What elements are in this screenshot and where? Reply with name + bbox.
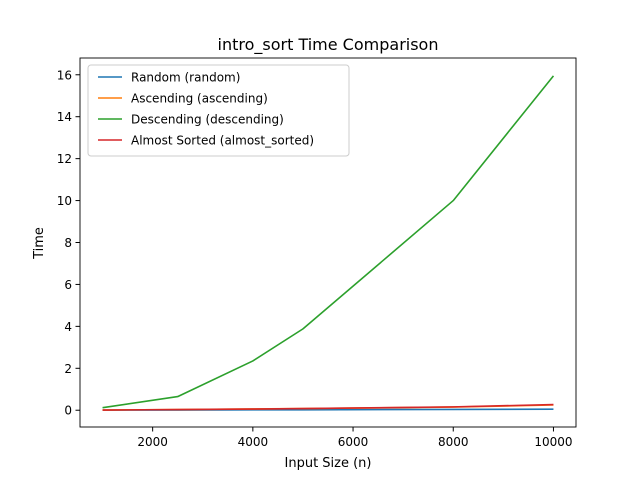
x-axis-label: Input Size (n) — [285, 456, 372, 471]
series-lines — [79, 57, 577, 428]
y-tick-label: 12 — [57, 152, 72, 166]
legend-box — [87, 64, 350, 157]
plot-frame — [79, 57, 577, 428]
legend-label-3: Almost Sorted (almost_sorted) — [131, 134, 314, 148]
series-line-3 — [102, 403, 554, 411]
y-tick-label: 2 — [64, 362, 72, 376]
x-tick-label: 8000 — [438, 435, 469, 449]
x-axis: 2000 4000 6000 8000 10000 — [137, 427, 573, 449]
y-tick-label: 16 — [57, 68, 72, 82]
legend-label-1: Ascending (ascending) — [131, 92, 268, 106]
x-tick-label: 10000 — [534, 435, 572, 449]
y-tick-label: 8 — [64, 236, 72, 250]
legend-label-2: Descending (descending) — [131, 113, 284, 127]
y-axis: 0 2 4 6 8 10 12 14 16 — [57, 68, 80, 418]
y-axis-label: Time — [32, 227, 47, 260]
legend-label-0: Random (random) — [131, 71, 240, 85]
chart-title: intro_sort Time Comparison — [218, 35, 439, 55]
x-tick-label: 2000 — [137, 435, 168, 449]
y-tick-label: 10 — [57, 194, 72, 208]
x-tick-label: 4000 — [238, 435, 269, 449]
legend: Random (random) Ascending (ascending) Desc… — [87, 64, 350, 157]
y-tick-label: 14 — [57, 110, 72, 124]
y-tick-label: 6 — [64, 278, 72, 292]
x-tick-label: 6000 — [338, 435, 369, 449]
y-tick-label: 0 — [64, 404, 72, 418]
series-line-2 — [102, 75, 555, 409]
y-tick-label: 4 — [64, 320, 72, 334]
